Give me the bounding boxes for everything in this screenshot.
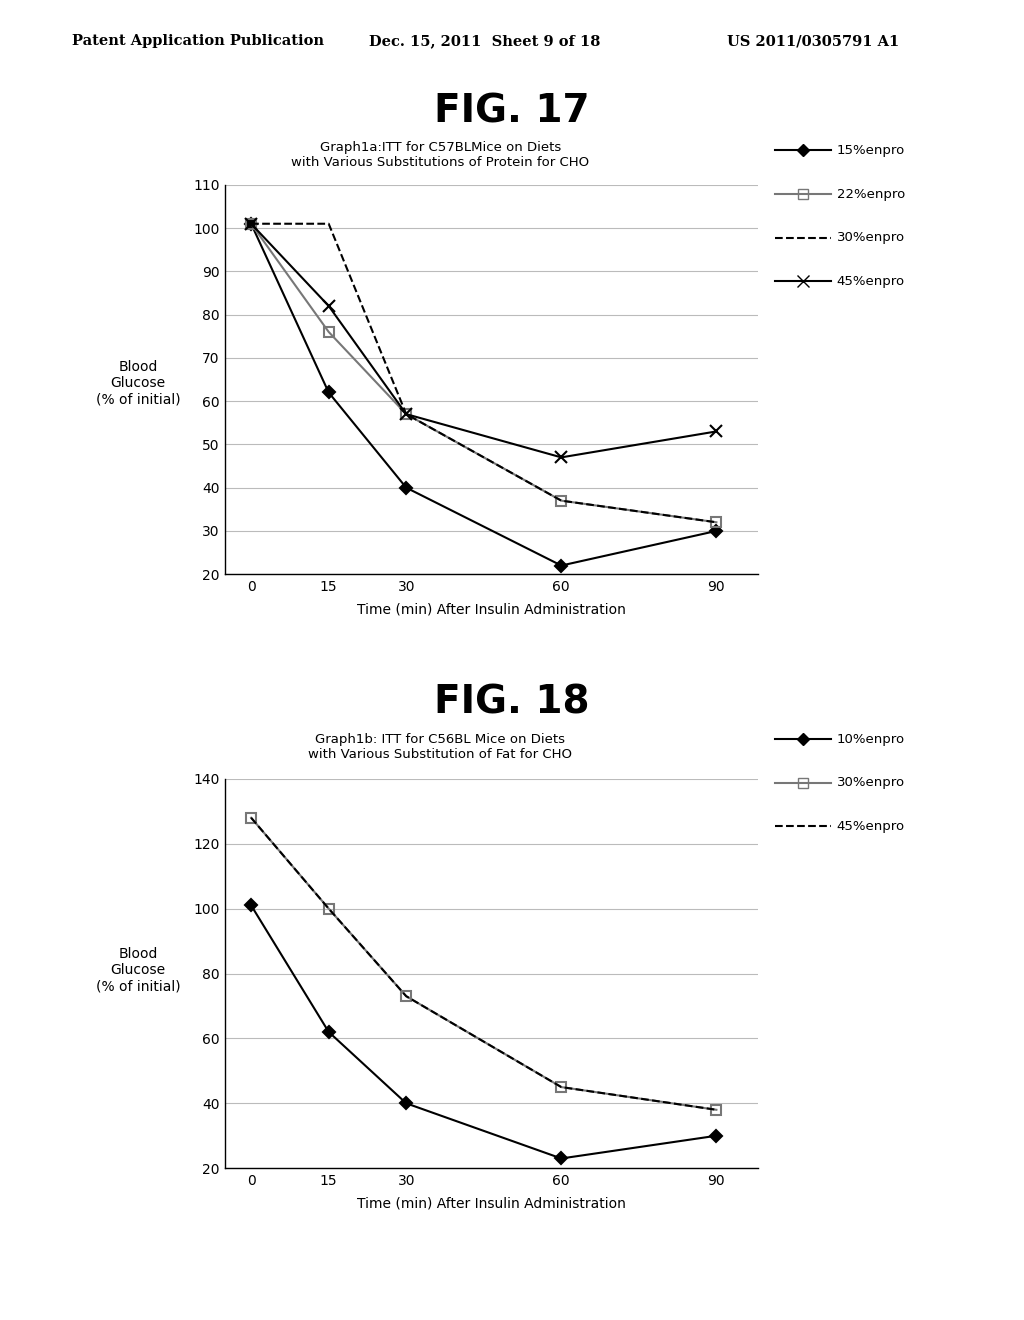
Text: US 2011/0305791 A1: US 2011/0305791 A1 — [727, 34, 899, 49]
Text: FIG. 17: FIG. 17 — [434, 92, 590, 131]
X-axis label: Time (min) After Insulin Administration: Time (min) After Insulin Administration — [357, 602, 626, 616]
Text: 22%enpro: 22%enpro — [837, 187, 905, 201]
Text: 45%enpro: 45%enpro — [837, 820, 905, 833]
Text: 10%enpro: 10%enpro — [837, 733, 905, 746]
Text: Patent Application Publication: Patent Application Publication — [72, 34, 324, 49]
Text: FIG. 18: FIG. 18 — [434, 684, 590, 722]
Text: 30%enpro: 30%enpro — [837, 776, 905, 789]
Text: 45%enpro: 45%enpro — [837, 275, 905, 288]
Text: 15%enpro: 15%enpro — [837, 144, 905, 157]
Text: 30%enpro: 30%enpro — [837, 231, 905, 244]
Text: Graph1b: ITT for C56BL Mice on Diets
with Various Substitution of Fat for CHO: Graph1b: ITT for C56BL Mice on Diets wit… — [308, 733, 572, 760]
Text: Dec. 15, 2011  Sheet 9 of 18: Dec. 15, 2011 Sheet 9 of 18 — [369, 34, 600, 49]
Text: Blood
Glucose
(% of initial): Blood Glucose (% of initial) — [96, 946, 180, 994]
Text: Graph1a:ITT for C57BLMice on Diets
with Various Substitutions of Protein for CHO: Graph1a:ITT for C57BLMice on Diets with … — [291, 141, 590, 169]
X-axis label: Time (min) After Insulin Administration: Time (min) After Insulin Administration — [357, 1196, 626, 1210]
Text: Blood
Glucose
(% of initial): Blood Glucose (% of initial) — [96, 359, 180, 407]
